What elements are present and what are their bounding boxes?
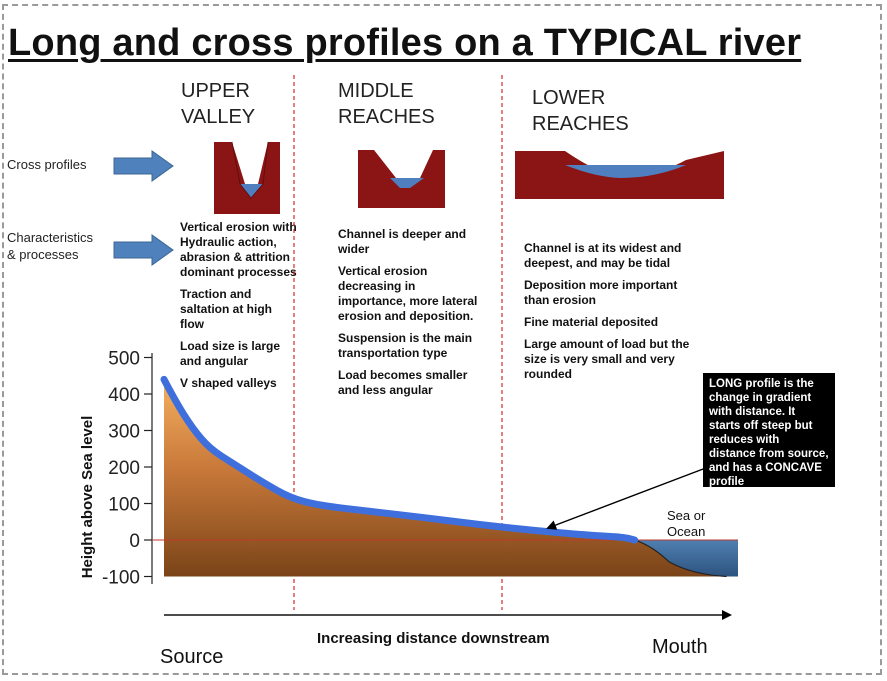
page-border bbox=[2, 4, 882, 675]
note-upper-2: Traction and saltation at high flow bbox=[180, 287, 273, 331]
note-middle-2: Vertical erosion decreasing in importanc… bbox=[338, 264, 478, 323]
land-area bbox=[164, 379, 727, 577]
seabed bbox=[634, 539, 727, 578]
arrow-right-icon bbox=[113, 234, 174, 266]
sea-label-line2: Ocean bbox=[667, 524, 706, 539]
sea-label-line1: Sea or bbox=[667, 508, 706, 523]
row-label-cross-profiles: Cross profiles bbox=[7, 157, 87, 172]
y-axis-title: Height above Sea level bbox=[79, 416, 96, 579]
note-lower-1: Channel is at its widest and deepest, an… bbox=[524, 241, 682, 270]
notes-lower: Channel is at its widest and deepest, an… bbox=[524, 241, 704, 389]
y-axis-ticks: 500 400 300 200 100 0 -100 bbox=[102, 349, 152, 589]
y-tick-label: 300 bbox=[108, 422, 140, 443]
page-title: Long and cross profiles on a TYPICAL riv… bbox=[8, 22, 802, 64]
note-lower-3: Fine material deposited bbox=[524, 315, 659, 329]
long-profile-callout: LONG profile is the change in gradient w… bbox=[703, 373, 835, 488]
row-label-characteristics-line2: & processes bbox=[7, 247, 79, 262]
y-tick-label: -100 bbox=[102, 568, 140, 589]
zone-lower-line2: REACHES bbox=[532, 113, 629, 135]
note-lower-2: Deposition more important than erosion bbox=[524, 278, 678, 307]
note-lower-4: Large amount of load but the size is ver… bbox=[524, 337, 690, 381]
long-profile-line bbox=[160, 375, 639, 544]
source-label: Source bbox=[160, 646, 224, 668]
cross-profile-lower bbox=[515, 151, 724, 199]
callout-pointer-arrow bbox=[546, 465, 712, 530]
note-upper-4: V shaped valleys bbox=[180, 376, 277, 390]
zone-middle-line1: MIDDLE bbox=[338, 80, 414, 102]
y-tick-label: 100 bbox=[108, 495, 140, 516]
arrow-right-icon bbox=[113, 150, 174, 182]
note-middle-3: Suspension is the main transportation ty… bbox=[338, 331, 473, 360]
notes-upper: Vertical erosion with Hydraulic action, … bbox=[180, 220, 298, 398]
cross-profile-middle bbox=[358, 150, 445, 208]
notes-middle: Channel is deeper and wider Vertical ero… bbox=[338, 227, 483, 405]
row-label-characteristics-line1: Characteristics bbox=[7, 230, 93, 245]
note-upper-1: Vertical erosion with Hydraulic action, … bbox=[180, 220, 297, 279]
zone-heading-middle: MIDDLE REACHES bbox=[338, 78, 435, 130]
cross-profile-upper bbox=[214, 141, 280, 214]
zone-upper-line1: UPPER bbox=[181, 80, 250, 102]
zone-heading-upper: UPPER VALLEY bbox=[181, 78, 255, 130]
y-tick-label: 0 bbox=[129, 531, 140, 552]
note-upper-3: Load size is large and angular bbox=[180, 339, 281, 368]
zone-heading-lower: LOWER REACHES bbox=[532, 85, 629, 137]
sea-label: Sea or Ocean bbox=[667, 508, 705, 540]
note-middle-4: Load becomes smaller and less angular bbox=[338, 368, 468, 397]
y-tick-label: 400 bbox=[108, 385, 140, 406]
y-tick-label: 500 bbox=[108, 349, 140, 370]
zone-middle-line2: REACHES bbox=[338, 106, 435, 128]
row-label-characteristics: Characteristics & processes bbox=[7, 229, 93, 263]
x-axis-title: Increasing distance downstream bbox=[317, 630, 550, 647]
y-tick-label: 200 bbox=[108, 458, 140, 479]
note-middle-1: Channel is deeper and wider bbox=[338, 227, 467, 256]
zone-upper-line2: VALLEY bbox=[181, 106, 256, 128]
mouth-label: Mouth bbox=[652, 636, 708, 658]
zone-lower-line1: LOWER bbox=[532, 87, 606, 109]
